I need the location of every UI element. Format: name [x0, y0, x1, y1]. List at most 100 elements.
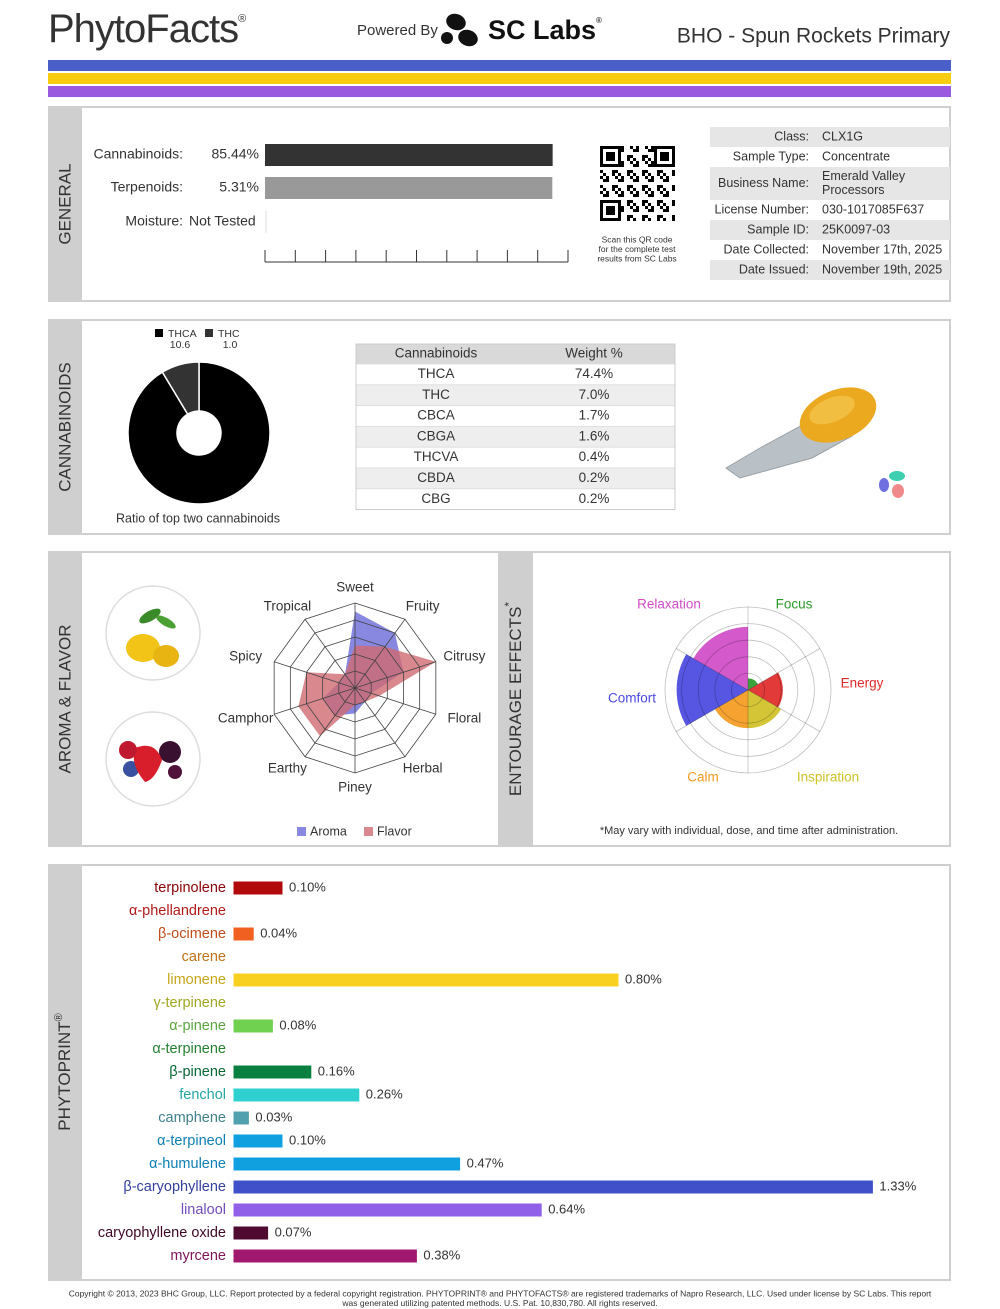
terpene-value: 0.08% — [279, 1017, 316, 1032]
bar — [265, 177, 553, 199]
terpene-label: β-pinene — [169, 1064, 226, 1080]
radar-spoke — [354, 687, 436, 715]
section-label: CANNABINOIDS — [55, 362, 74, 491]
info-row-bg — [710, 220, 950, 240]
info-label: Sample ID: — [747, 222, 809, 236]
table-header-bg — [356, 344, 675, 364]
terpene-label: γ-terpinene — [153, 995, 226, 1011]
effect-label: Focus — [776, 597, 813, 612]
effect-wedge — [693, 626, 748, 690]
info-value: Concentrate — [822, 149, 890, 163]
terpene-bar — [233, 1203, 542, 1217]
section-label: GENERAL — [55, 163, 74, 244]
info-value: 25K0097-03 — [822, 222, 890, 236]
effect-label: Relaxation — [637, 597, 701, 612]
terpene-label: terpinolene — [154, 880, 226, 896]
terpene-label: linalool — [181, 1202, 226, 1218]
bar-label: Cannabinoids: — [93, 146, 183, 162]
section-label: ENTOURAGE EFFECTS* — [502, 602, 525, 797]
qr-caption: Scan this QR code — [602, 234, 673, 244]
legend-swatch — [205, 329, 213, 337]
moisture-value: Not Tested — [189, 213, 256, 229]
polar-spoke — [675, 689, 749, 732]
section-mark: ® — [53, 1013, 65, 1021]
side-bars — [48, 106, 533, 1281]
brand: PhytoFacts® — [48, 7, 246, 51]
terpene-bar — [233, 1226, 269, 1240]
info-value: Emerald Valley — [822, 169, 906, 183]
radar-spoke — [304, 687, 356, 758]
berry-image — [105, 711, 201, 807]
terpene-value: 1.33% — [879, 1178, 916, 1193]
terpene-label: β-caryophyllene — [123, 1179, 226, 1195]
lab-text: SC Labs — [488, 15, 596, 45]
terpene-label: α-phellandrene — [129, 903, 226, 919]
radar-label: Herbal — [403, 760, 443, 775]
radar-label: Earthy — [268, 760, 307, 775]
terpene-label: caryophyllene oxide — [98, 1225, 226, 1241]
section-mark: * — [502, 602, 516, 607]
stripe — [48, 60, 951, 71]
legend-label: Aroma — [310, 824, 347, 838]
effect-wedge — [748, 690, 782, 729]
table-cell: 0.4% — [579, 449, 610, 464]
terpene-label: fenchol — [179, 1087, 226, 1103]
footnote: *May vary with individual, dose, and tim… — [600, 825, 898, 837]
terpene-bar — [233, 1180, 873, 1194]
stripe — [48, 73, 951, 84]
terpene-label: β-ocimene — [158, 926, 226, 942]
table-cell: THC — [422, 387, 450, 402]
terpene-bar — [233, 1134, 283, 1148]
effect-wedge — [748, 678, 759, 690]
section-label-text: PHYTOPRINT — [55, 1021, 74, 1130]
donut-caption: Ratio of top two cannabinoids — [116, 511, 280, 525]
polar-ring — [731, 673, 766, 708]
legend-swatch — [155, 329, 163, 337]
terpene-value: 0.64% — [548, 1201, 585, 1216]
terpene-label: α-terpineol — [157, 1133, 226, 1149]
info-row-bg — [710, 167, 950, 200]
info-value: 030-1017085F637 — [822, 202, 924, 216]
radar-label: Camphor — [218, 710, 274, 725]
qr-caption: for the complete test — [598, 244, 676, 254]
powered-by: Powered By — [357, 22, 438, 39]
legend-label: THC — [218, 328, 240, 340]
terpene-label: myrcene — [170, 1248, 226, 1264]
polar-ring — [664, 606, 832, 774]
terpene-label: limonene — [167, 972, 226, 988]
table-row-bg — [355, 384, 676, 406]
bar-value: 85.44% — [212, 146, 259, 162]
donut-slice — [127, 361, 271, 505]
table-row-bg — [355, 405, 676, 427]
polar-spoke — [747, 648, 821, 691]
terpene-bar — [233, 973, 619, 987]
radar-spoke — [304, 618, 356, 689]
report-title: BHO - Spun Rockets Primary — [677, 25, 951, 48]
radar-spoke — [274, 661, 356, 689]
qr-code — [600, 146, 675, 221]
terpene-bar — [233, 1019, 273, 1033]
scale-axis — [264, 250, 569, 263]
fruit-image — [105, 585, 201, 681]
footer-line: Copyright © 2013, 2023 BHC Group, LLC. R… — [69, 1288, 932, 1298]
table-cell: CBCA — [417, 408, 455, 423]
brand-text: PhytoFacts — [48, 7, 238, 51]
table-cell: CBDA — [417, 470, 455, 485]
legend-label: THCA — [168, 328, 197, 340]
effect-wedge — [714, 690, 748, 729]
table-cell: 74.4% — [575, 366, 613, 381]
radar-area — [298, 645, 436, 737]
lab-mark: ® — [596, 16, 602, 25]
table-cell: THCA — [418, 366, 455, 381]
moisture-label: Moisture: — [125, 213, 183, 229]
bar-value: 5.31% — [219, 179, 259, 195]
bar-label: Terpenoids: — [111, 179, 183, 195]
effect-label: Energy — [841, 676, 884, 691]
radar-spoke — [354, 687, 406, 758]
info-value: CLX1G — [822, 129, 863, 143]
terpene-value: 0.38% — [423, 1247, 460, 1262]
polar-ring — [714, 656, 782, 724]
table-border — [355, 343, 676, 511]
table-cell: CBGA — [417, 428, 455, 443]
